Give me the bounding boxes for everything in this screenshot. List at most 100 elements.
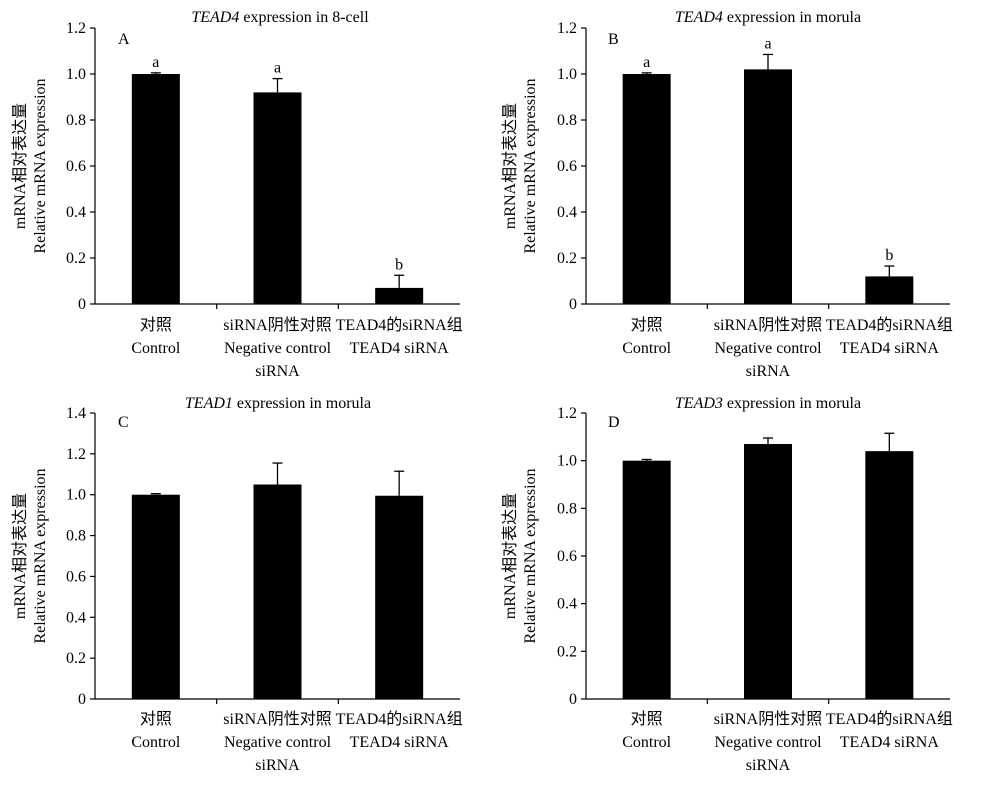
panel-letter: C xyxy=(118,414,129,431)
y-tick-label: 0.6 xyxy=(66,158,86,175)
significance-label: a xyxy=(274,60,281,77)
panel-letter: B xyxy=(608,31,619,48)
category-label: siRNA xyxy=(746,757,791,774)
y-tick-label: 1.2 xyxy=(66,446,86,463)
y-tick-label: 0.6 xyxy=(557,158,577,175)
chart-title-gene: TEAD4 xyxy=(191,9,239,26)
y-tick-label: 1.2 xyxy=(557,20,577,37)
category-label: Negative control xyxy=(714,340,822,357)
y-tick-label: 1.4 xyxy=(66,405,86,422)
category-label: TEAD4 siRNA xyxy=(350,734,450,751)
category-label: TEAD4的siRNA组 xyxy=(336,316,463,334)
chart-title-rest: expression in morula xyxy=(723,9,861,26)
category-label: TEAD4 siRNA xyxy=(350,340,450,357)
y-axis-label-cn: mRNA相对表达量 xyxy=(11,103,29,229)
y-tick-label: 0.8 xyxy=(66,112,86,129)
category-label: 对照 xyxy=(631,710,663,728)
chart-title-gene: TEAD3 xyxy=(675,395,723,412)
y-tick-label: 0.4 xyxy=(557,596,577,613)
panel-letter: A xyxy=(118,31,130,48)
category-label: Negative control xyxy=(224,734,332,751)
y-axis-label-cn: mRNA相对表达量 xyxy=(501,103,519,229)
category-label: siRNA阴性对照 xyxy=(714,316,822,334)
category-label: Control xyxy=(622,340,671,357)
bar xyxy=(131,494,180,699)
category-label: Negative control xyxy=(714,734,822,751)
y-tick-label: 0.6 xyxy=(66,568,86,585)
y-tick-label: 0.6 xyxy=(557,548,577,565)
y-tick-label: 1.0 xyxy=(557,66,577,83)
y-tick-label: 1.0 xyxy=(557,453,577,470)
y-axis-label-en: Relative mRNA expression xyxy=(522,78,539,253)
panel-letter: D xyxy=(608,414,620,431)
bar xyxy=(744,69,792,305)
bar xyxy=(253,484,302,699)
y-tick-label: 0 xyxy=(78,296,86,313)
chart-title-rest: expression in 8-cell xyxy=(239,9,369,26)
chart-title: TEAD4 expression in morula xyxy=(675,9,861,26)
category-label: Control xyxy=(131,734,180,751)
y-tick-label: 0.8 xyxy=(557,500,577,517)
bar xyxy=(865,451,914,699)
y-tick-label: 0.2 xyxy=(66,250,86,267)
y-tick-label: 1.0 xyxy=(66,66,86,83)
category-label: siRNA xyxy=(746,363,791,380)
bar xyxy=(253,92,302,305)
significance-label: a xyxy=(152,54,159,71)
bar xyxy=(375,495,424,699)
bar xyxy=(622,460,671,699)
chart-title-rest: expression in morula xyxy=(723,395,861,412)
bar xyxy=(131,74,180,304)
y-axis-label-cn: mRNA相对表达量 xyxy=(11,493,29,619)
category-label: siRNA阴性对照 xyxy=(223,316,331,334)
significance-label: b xyxy=(885,247,893,264)
y-tick-label: 0.4 xyxy=(557,204,577,221)
y-tick-label: 0 xyxy=(569,691,577,708)
chart-panel-b: TEAD4 expression in morula B 0 0.2 0.4 0.6 0.8… xyxy=(501,9,953,380)
y-tick-label: 1.0 xyxy=(66,487,86,504)
category-label: TEAD4的siRNA组 xyxy=(826,710,953,728)
chart-title-gene: TEAD4 xyxy=(675,9,723,26)
significance-label: b xyxy=(395,256,403,273)
y-tick-label: 0.4 xyxy=(66,609,86,626)
category-label: Negative control xyxy=(224,340,332,357)
y-tick-label: 1.2 xyxy=(557,405,577,422)
chart-panel-c: TEAD1 expression in morula C 0 0.2 0.4 0.6 0.8… xyxy=(11,395,463,774)
category-label: Control xyxy=(131,340,180,357)
category-label: 对照 xyxy=(140,316,172,334)
category-label: 对照 xyxy=(140,710,172,728)
bar xyxy=(375,287,424,304)
bar xyxy=(865,276,914,304)
chart-title-gene: TEAD1 xyxy=(185,395,233,412)
category-label: 对照 xyxy=(631,316,663,334)
y-tick-label: 0.2 xyxy=(557,643,577,660)
y-axis-label-en: Relative mRNA expression xyxy=(32,78,49,253)
chart-title: TEAD1 expression in morula xyxy=(185,395,371,412)
category-label: siRNA阴性对照 xyxy=(714,710,822,728)
chart-panel-d: TEAD3 expression in morula D 0 0.2 0.4 0.6 0.8… xyxy=(501,395,953,774)
category-label: siRNA阴性对照 xyxy=(223,710,331,728)
significance-label: a xyxy=(643,54,650,71)
category-label: siRNA xyxy=(255,757,300,774)
y-tick-label: 0.2 xyxy=(557,250,577,267)
y-tick-label: 0.2 xyxy=(66,650,86,667)
chart-title: TEAD3 expression in morula xyxy=(675,395,861,412)
significance-label: a xyxy=(764,35,771,52)
y-tick-label: 0.8 xyxy=(557,112,577,129)
category-label: TEAD4的siRNA组 xyxy=(336,710,463,728)
chart-panel-a: TEAD4 expression in 8-cell A 0 0.2 0.4 0.6 0.8… xyxy=(11,9,463,380)
category-label: TEAD4 siRNA xyxy=(840,340,940,357)
y-axis-label-en: Relative mRNA expression xyxy=(32,468,49,643)
category-label: Control xyxy=(622,734,671,751)
bar xyxy=(622,74,671,304)
y-tick-label: 0 xyxy=(78,691,86,708)
chart-title: TEAD4 expression in 8-cell xyxy=(191,9,369,26)
y-axis-label-cn: mRNA相对表达量 xyxy=(501,493,519,619)
bar xyxy=(744,443,792,699)
y-axis-label-en: Relative mRNA expression xyxy=(522,468,539,643)
y-tick-label: 0.8 xyxy=(66,528,86,545)
category-label: siRNA xyxy=(255,363,300,380)
category-label: TEAD4的siRNA组 xyxy=(826,316,953,334)
y-tick-label: 0.4 xyxy=(66,204,86,221)
